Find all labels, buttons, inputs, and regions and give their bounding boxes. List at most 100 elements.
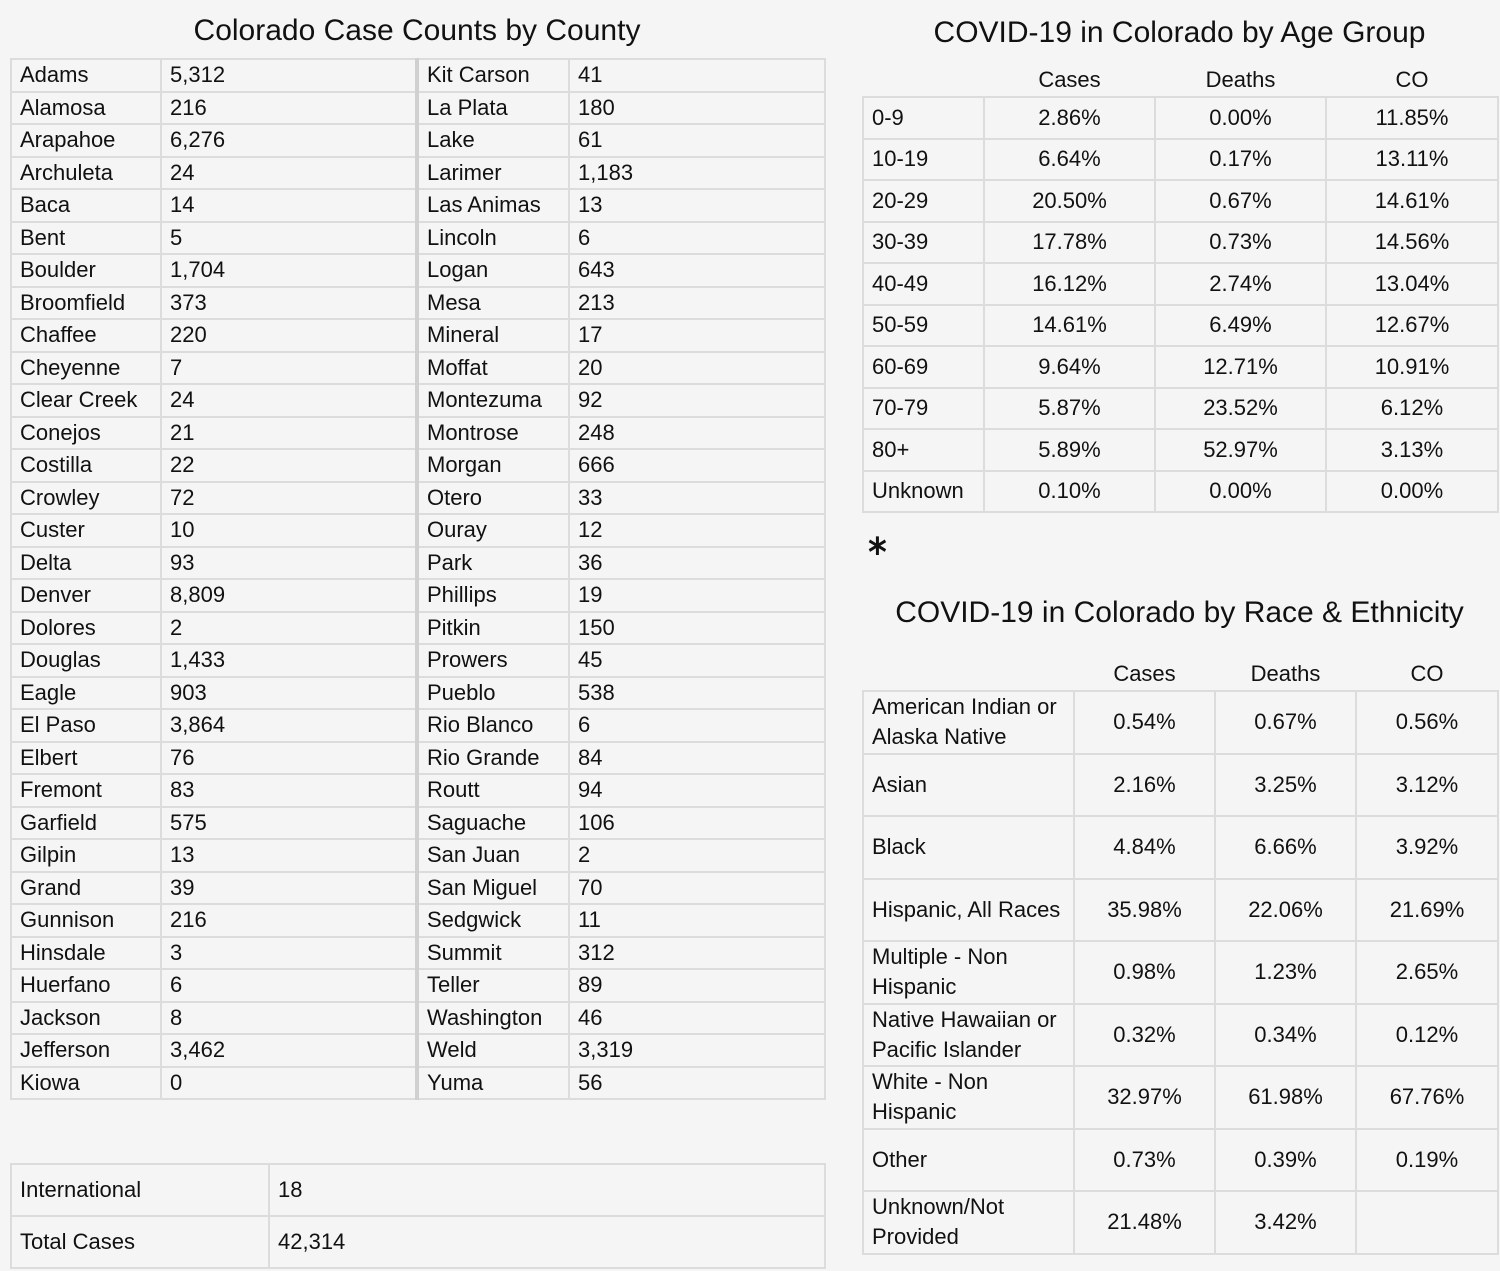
county-row: Dolores 2 Pitkin 150 <box>10 610 826 645</box>
county-name: Kiowa <box>10 1065 162 1100</box>
county-name: Mesa <box>415 285 570 320</box>
percent-cell: 0.00% <box>1154 96 1327 140</box>
county-name: Arapahoe <box>10 123 162 158</box>
percent-cell: 1.23% <box>1214 940 1357 1005</box>
county-name: Chaffee <box>10 318 162 353</box>
county-name: Conejos <box>10 415 162 450</box>
county-name: Grand <box>10 870 162 905</box>
percent-cell: 0.67% <box>1154 179 1327 223</box>
table-row: 30-39 17.78% 0.73% 14.56% <box>862 220 1499 264</box>
group-label: Black <box>862 815 1075 880</box>
county-count: 21 <box>160 415 418 450</box>
percent-cell: 2.86% <box>983 96 1156 140</box>
county-row: El Paso 3,864 Rio Blanco 6 <box>10 708 826 743</box>
group-label: 40-49 <box>862 262 985 306</box>
race-ethnicity-table: Cases Deaths CO American Indian or Alaska N… <box>862 658 1499 1255</box>
percent-cell <box>1355 1190 1499 1255</box>
county-count: 83 <box>160 773 418 808</box>
county-row: Eagle 903 Pueblo 538 <box>10 675 826 710</box>
column-header: Cases <box>1113 661 1176 686</box>
county-count: 70 <box>568 870 826 905</box>
percent-cell: 11.85% <box>1325 96 1499 140</box>
county-count: 93 <box>160 545 418 580</box>
county-name: San Miguel <box>415 870 570 905</box>
county-count: 20 <box>568 350 826 385</box>
county-name: Pueblo <box>415 675 570 710</box>
group-label: 30-39 <box>862 220 985 264</box>
county-row: Hinsdale 3 Summit 312 <box>10 935 826 970</box>
percent-cell: 0.10% <box>983 469 1156 513</box>
percent-cell: 0.54% <box>1073 690 1216 755</box>
percent-cell: 0.34% <box>1214 1002 1357 1067</box>
group-label: Multiple - Non Hispanic <box>862 940 1075 1005</box>
county-count: 45 <box>568 643 826 678</box>
county-count: 1,433 <box>160 643 418 678</box>
total-cases-label: Total Cases <box>10 1215 270 1269</box>
table-row: 50-59 14.61% 6.49% 12.67% <box>862 303 1499 347</box>
county-name: Alamosa <box>10 90 162 125</box>
county-name: Kit Carson <box>415 58 570 93</box>
international-label: International <box>10 1163 270 1217</box>
group-label: 80+ <box>862 428 985 472</box>
percent-cell: 21.48% <box>1073 1190 1216 1255</box>
county-count: 6 <box>568 220 826 255</box>
county-count: 312 <box>568 935 826 970</box>
county-name: Douglas <box>10 643 162 678</box>
county-row: Jefferson 3,462 Weld 3,319 <box>10 1033 826 1068</box>
percent-cell: 67.76% <box>1355 1065 1499 1130</box>
county-name: Dolores <box>10 610 162 645</box>
county-count: 213 <box>568 285 826 320</box>
percent-cell: 5.87% <box>983 386 1156 430</box>
county-count: 92 <box>568 383 826 418</box>
county-count: 24 <box>160 155 418 190</box>
county-name: Jackson <box>10 1000 162 1035</box>
county-count: 3 <box>160 935 418 970</box>
percent-cell: 2.16% <box>1073 752 1216 817</box>
county-row: Elbert 76 Rio Grande 84 <box>10 740 826 775</box>
county-count: 6 <box>160 968 418 1003</box>
county-count: 106 <box>568 805 826 840</box>
county-count: 538 <box>568 675 826 710</box>
county-name: Rio Grande <box>415 740 570 775</box>
county-name: La Plata <box>415 90 570 125</box>
county-row: Archuleta 24 Larimer 1,183 <box>10 155 826 190</box>
column-header: Deaths <box>1250 661 1321 686</box>
county-name: Baca <box>10 188 162 223</box>
county-summary-table: International 18 Total Cases 42,314 <box>10 1163 826 1269</box>
header-row: Cases Deaths CO <box>863 64 1498 97</box>
county-name: Otero <box>415 480 570 515</box>
county-count: 36 <box>568 545 826 580</box>
percent-cell: 23.52% <box>1154 386 1327 430</box>
asterisk-note: * <box>868 530 887 576</box>
county-name: Washington <box>415 1000 570 1035</box>
group-label: Hispanic, All Races <box>862 877 1075 942</box>
county-row: Fremont 83 Routt 94 <box>10 773 826 808</box>
group-label: 10-19 <box>862 137 985 181</box>
county-row: Gilpin 13 San Juan 2 <box>10 838 826 873</box>
county-name: Adams <box>10 58 162 93</box>
county-count: 2 <box>568 838 826 873</box>
county-name: Delta <box>10 545 162 580</box>
county-row: Baca 14 Las Animas 13 <box>10 188 826 223</box>
county-row: Alamosa 216 La Plata 180 <box>10 90 826 125</box>
percent-cell: 0.39% <box>1214 1127 1357 1192</box>
column-header <box>863 658 1074 691</box>
table-row: Black 4.84% 6.66% 3.92% <box>862 815 1499 880</box>
group-label: Unknown <box>862 469 985 513</box>
group-label: 0-9 <box>862 96 985 140</box>
county-name: Montrose <box>415 415 570 450</box>
county-count: 8 <box>160 1000 418 1035</box>
county-row: Custer 10 Ouray 12 <box>10 513 826 548</box>
county-name: Costilla <box>10 448 162 483</box>
percent-cell: 0.17% <box>1154 137 1327 181</box>
county-name: Bent <box>10 220 162 255</box>
county-row: Boulder 1,704 Logan 643 <box>10 253 826 288</box>
county-count: 72 <box>160 480 418 515</box>
county-count: 10 <box>160 513 418 548</box>
county-name: Boulder <box>10 253 162 288</box>
county-count: 3,319 <box>568 1033 826 1068</box>
percent-cell: 10.91% <box>1325 345 1499 389</box>
county-count: 14 <box>160 188 418 223</box>
county-count: 84 <box>568 740 826 775</box>
county-count: 89 <box>568 968 826 1003</box>
